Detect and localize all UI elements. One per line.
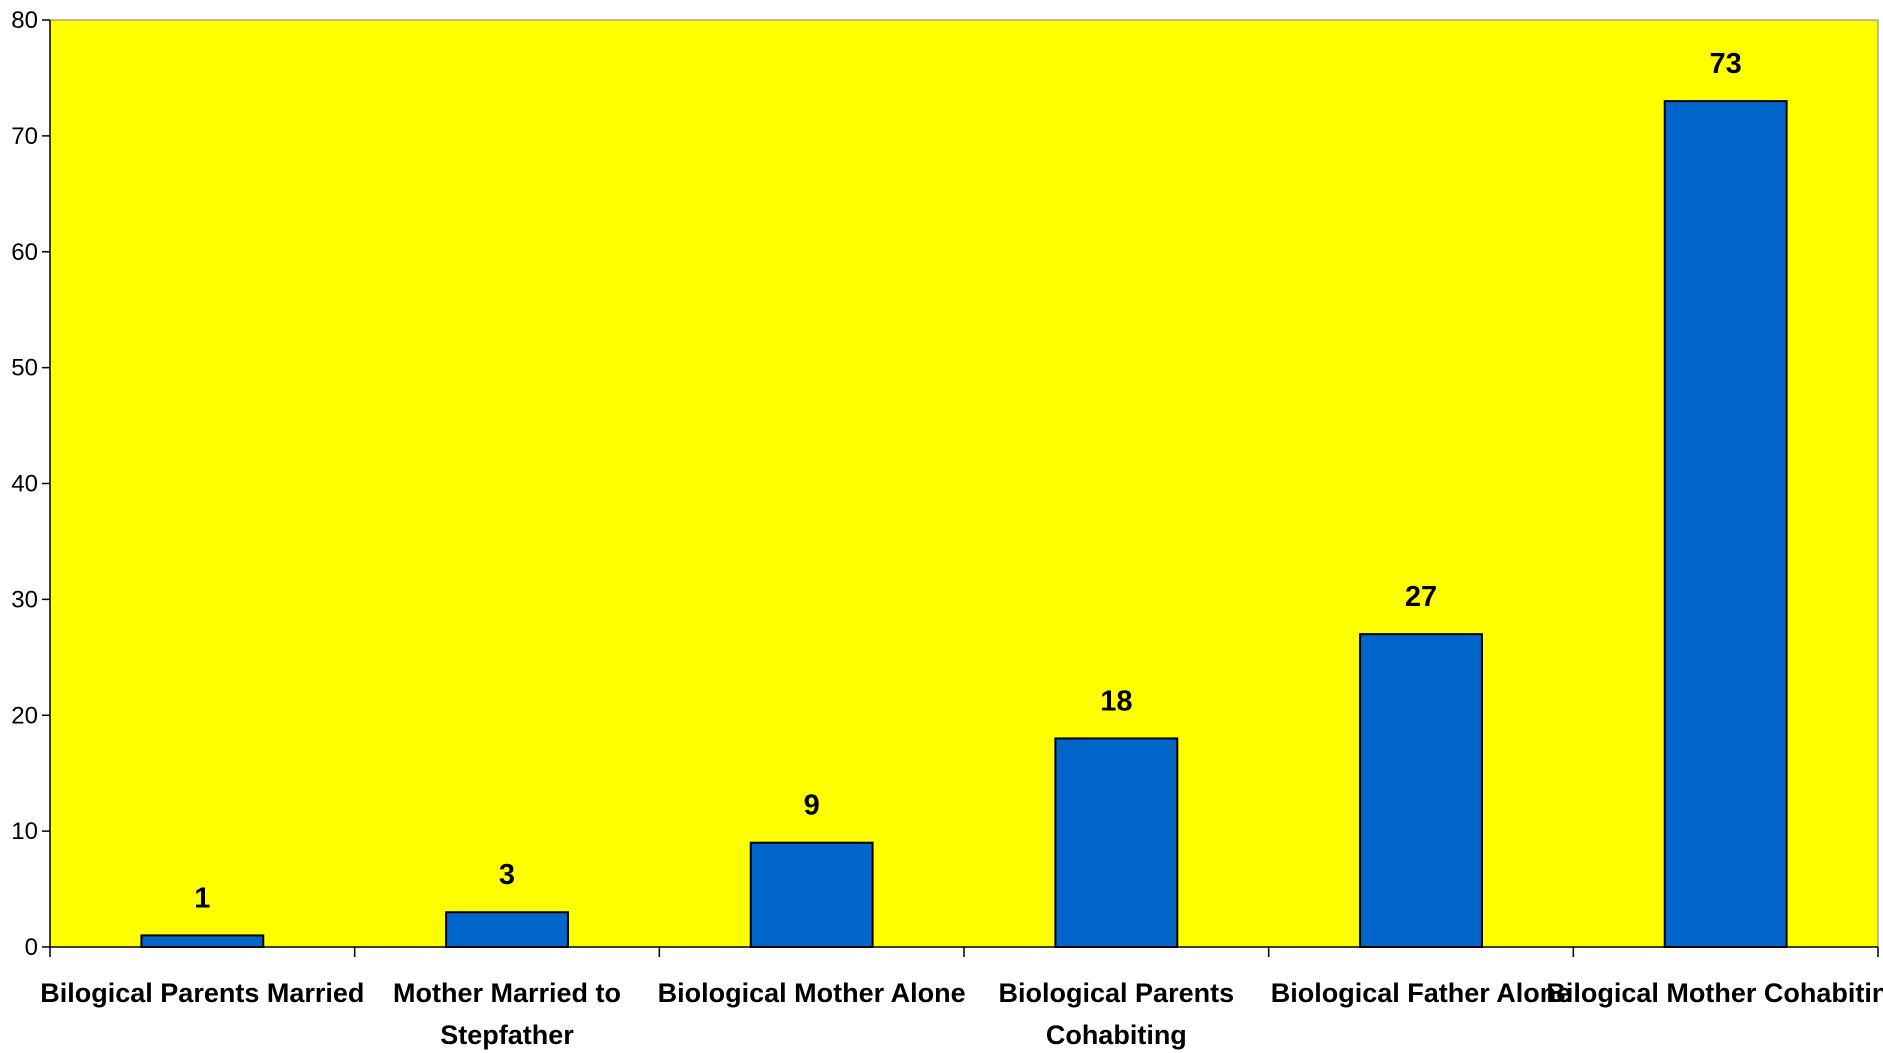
y-tick-label: 40	[11, 471, 38, 498]
y-tick-label: 30	[11, 586, 38, 613]
y-axis-ticks: 0 10 20 30 40 50 60 70 80	[11, 7, 50, 961]
bar	[1359, 633, 1483, 948]
data-label: 1	[194, 882, 210, 914]
x-tick-label: Biological Mother Alone	[658, 978, 966, 1008]
data-label: 27	[1405, 581, 1437, 613]
bar	[1054, 737, 1179, 948]
y-tick-label: 20	[11, 702, 38, 729]
x-tick-label: Biological Parents	[999, 978, 1235, 1008]
x-tick-label: Bilogical Parents Married	[40, 978, 364, 1008]
bars	[140, 100, 1788, 949]
y-tick-label: 80	[11, 7, 38, 34]
y-tick-label: 50	[11, 355, 38, 382]
data-label: 3	[499, 859, 515, 891]
bar	[445, 911, 569, 948]
bar	[1663, 100, 1788, 949]
data-labels: 1 3 9 18 27 73	[194, 48, 1742, 914]
x-axis-ticks	[49, 947, 1879, 957]
data-label: 18	[1100, 685, 1132, 717]
data-label: 9	[804, 790, 820, 822]
x-tick-label: Bilogical Mother Cohabiting	[1546, 978, 1883, 1008]
y-tick-label: 70	[11, 123, 38, 150]
y-tick-label: 60	[11, 239, 38, 266]
y-tick-label: 0	[25, 934, 38, 961]
x-tick-label: Biological Father Alone	[1271, 978, 1572, 1008]
bar	[140, 934, 265, 948]
x-tick-label: Cohabiting	[1046, 1020, 1187, 1050]
plot-area	[49, 19, 1879, 948]
data-label: 73	[1710, 48, 1742, 80]
bar	[749, 841, 874, 949]
x-tick-label: Stepfather	[440, 1020, 574, 1050]
category-labels: Bilogical Parents Married Mother Married …	[40, 978, 1883, 1050]
y-tick-label: 10	[11, 818, 38, 845]
x-tick-label: Mother Married to	[393, 978, 621, 1008]
